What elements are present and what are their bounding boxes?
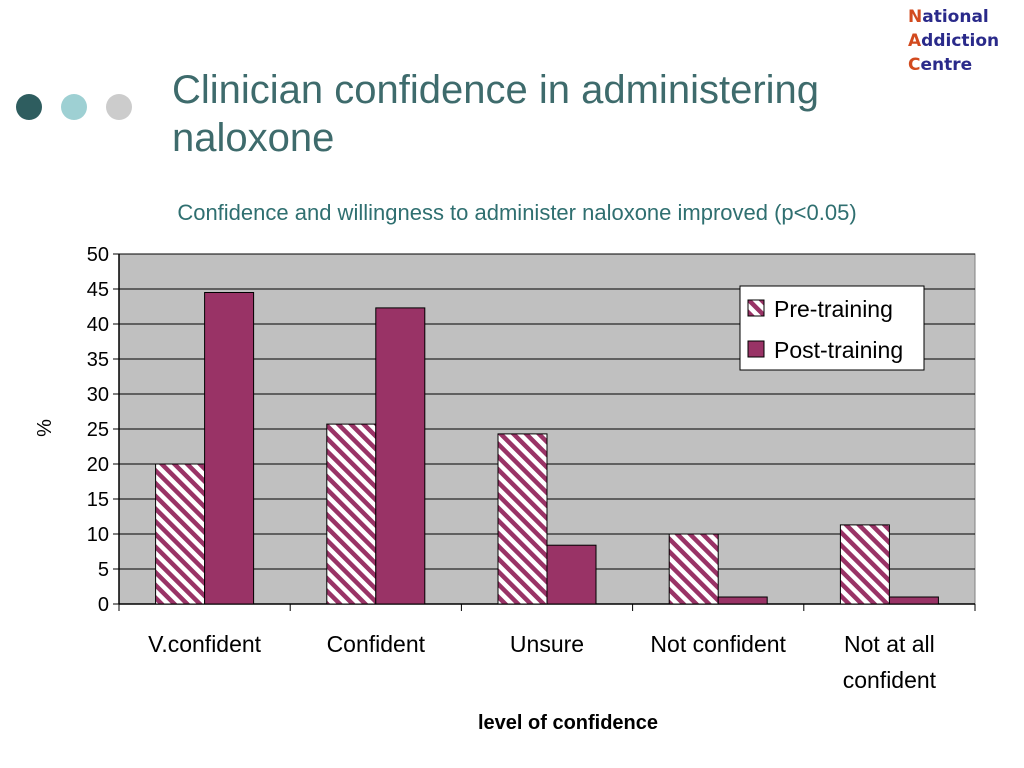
x-tick-label: Not at all — [844, 631, 935, 657]
bar-post-training — [717, 596, 768, 605]
bar-post-training — [888, 596, 939, 605]
dot-light — [61, 94, 87, 120]
bar-pre-training — [668, 533, 719, 605]
y-tick-label: 35 — [87, 349, 109, 371]
y-tick-label: 45 — [87, 279, 109, 301]
national-addiction-centre-logo: National Addiction Centre — [908, 5, 999, 77]
legend-swatch-post-training — [747, 340, 765, 358]
legend-swatch-pre-training — [747, 299, 765, 317]
bar-post-training — [546, 544, 597, 605]
legend-label-post-training: Post-training — [774, 337, 903, 363]
legend-box — [739, 285, 925, 371]
x-tick-label: Confident — [327, 631, 426, 657]
y-tick-label: 30 — [87, 384, 109, 406]
decorative-dots — [16, 94, 132, 120]
bar-post-training — [375, 307, 426, 605]
y-tick-label: 50 — [87, 244, 109, 266]
logo-line-2: Addiction — [908, 31, 1000, 51]
bar-pre-training — [839, 524, 890, 605]
slide-title: Clinician confidence in administering na… — [172, 68, 820, 160]
legend-label-pre-training: Pre-training — [774, 296, 893, 322]
chart-subtitle: Confidence and willingness to administer… — [177, 200, 857, 225]
dot-grey — [106, 94, 132, 120]
x-axis-label: level of confidence — [478, 712, 658, 734]
y-tick-label: 25 — [87, 419, 109, 441]
logo-line-1: National — [908, 7, 989, 27]
x-tick-label: confident — [843, 667, 937, 693]
y-tick-label: 20 — [87, 454, 109, 476]
x-tick-label: V.confident — [148, 631, 262, 657]
logo-line-3: Centre — [908, 55, 973, 75]
y-tick-label: 0 — [98, 594, 109, 616]
y-axis-label: % — [34, 419, 56, 437]
dot-dark — [16, 94, 42, 120]
y-tick-label: 10 — [87, 524, 109, 546]
y-tick-label: 40 — [87, 314, 109, 336]
x-tick-label: Not confident — [650, 631, 786, 657]
bar-pre-training — [497, 433, 548, 605]
y-tick-label: 15 — [87, 489, 109, 511]
bar-pre-training — [326, 423, 377, 605]
x-tick-label: Unsure — [510, 631, 584, 657]
bar-post-training — [204, 292, 255, 605]
y-tick-label: 5 — [98, 559, 109, 581]
bar-pre-training — [155, 463, 206, 605]
